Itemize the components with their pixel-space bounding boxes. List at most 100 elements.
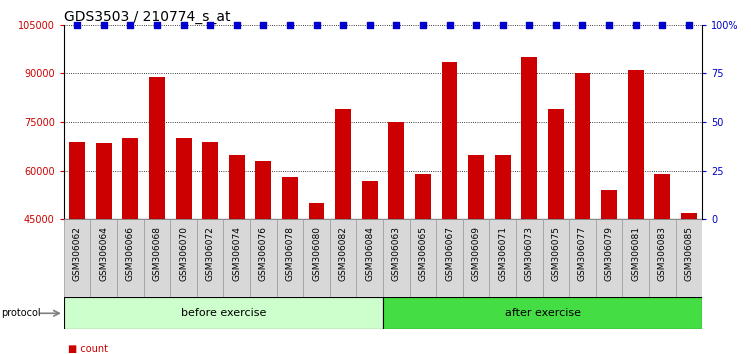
Bar (569, 219, 596, 297)
Bar (521, 57, 537, 219)
Bar (255, 161, 271, 219)
Point (656, 22, 668, 28)
Bar (468, 155, 484, 219)
Text: GSM306085: GSM306085 (684, 226, 693, 281)
Text: protocol: protocol (2, 308, 41, 318)
Bar (197, 219, 224, 297)
Bar (250, 219, 276, 297)
Bar (436, 219, 463, 297)
Bar (623, 219, 649, 297)
Bar (601, 190, 617, 219)
Point (391, 22, 403, 28)
Point (258, 22, 270, 28)
Bar (303, 219, 330, 297)
Bar (383, 219, 409, 297)
Text: GSM306075: GSM306075 (551, 226, 560, 281)
Bar (149, 77, 165, 219)
Point (125, 22, 137, 28)
Bar (548, 109, 564, 219)
Text: after exercise: after exercise (505, 308, 581, 318)
Bar (383, 297, 702, 329)
Bar (463, 219, 490, 297)
Point (444, 22, 456, 28)
Point (337, 22, 349, 28)
Point (231, 22, 243, 28)
Bar (309, 203, 324, 219)
Text: GSM306074: GSM306074 (232, 226, 241, 281)
Bar (543, 219, 569, 297)
Point (577, 22, 589, 28)
Bar (64, 219, 90, 297)
Point (98, 22, 110, 28)
Bar (681, 213, 697, 219)
Text: before exercise: before exercise (181, 308, 266, 318)
Bar (490, 219, 516, 297)
Text: GSM306082: GSM306082 (339, 226, 348, 281)
Text: GSM306077: GSM306077 (578, 226, 587, 281)
Point (496, 22, 508, 28)
Text: GSM306062: GSM306062 (73, 226, 82, 281)
Point (71, 22, 83, 28)
Text: GSM306071: GSM306071 (498, 226, 507, 281)
Bar (628, 70, 644, 219)
Bar (282, 177, 298, 219)
Text: GSM306079: GSM306079 (605, 226, 614, 281)
Bar (276, 219, 303, 297)
Bar (442, 62, 457, 219)
Text: GSM306076: GSM306076 (259, 226, 268, 281)
Bar (495, 155, 511, 219)
Bar (362, 181, 378, 219)
Bar (69, 142, 85, 219)
Text: GSM306081: GSM306081 (631, 226, 640, 281)
Bar (229, 155, 245, 219)
Text: GSM306078: GSM306078 (285, 226, 294, 281)
Point (603, 22, 615, 28)
Bar (64, 297, 383, 329)
Bar (575, 73, 590, 219)
Bar (357, 219, 383, 297)
Text: GSM306083: GSM306083 (658, 226, 667, 281)
Point (310, 22, 322, 28)
Point (550, 22, 562, 28)
Bar (224, 219, 250, 297)
Text: GSM306080: GSM306080 (312, 226, 321, 281)
Text: GSM306084: GSM306084 (365, 226, 374, 281)
Bar (676, 219, 702, 297)
Text: GSM306063: GSM306063 (392, 226, 401, 281)
Text: GSM306070: GSM306070 (179, 226, 188, 281)
Bar (516, 219, 543, 297)
Text: ■ count: ■ count (68, 344, 107, 354)
Bar (649, 219, 676, 297)
Bar (90, 219, 117, 297)
Text: GDS3503 / 210774_s_at: GDS3503 / 210774_s_at (64, 10, 231, 24)
Bar (388, 122, 404, 219)
Bar (335, 109, 351, 219)
Text: GSM306073: GSM306073 (525, 226, 534, 281)
Point (417, 22, 429, 28)
Text: GSM306069: GSM306069 (472, 226, 481, 281)
Point (629, 22, 641, 28)
Bar (654, 174, 671, 219)
Bar (143, 219, 170, 297)
Bar (170, 219, 197, 297)
Bar (117, 219, 143, 297)
Bar (596, 219, 623, 297)
Text: GSM306068: GSM306068 (152, 226, 161, 281)
Bar (176, 138, 192, 219)
Bar (122, 138, 138, 219)
Point (523, 22, 535, 28)
Point (683, 22, 695, 28)
Bar (415, 174, 431, 219)
Point (204, 22, 216, 28)
Point (177, 22, 189, 28)
Point (151, 22, 163, 28)
Point (363, 22, 376, 28)
Text: GSM306064: GSM306064 (99, 226, 108, 281)
Bar (409, 219, 436, 297)
Text: GSM306067: GSM306067 (445, 226, 454, 281)
Text: GSM306065: GSM306065 (418, 226, 427, 281)
Text: GSM306066: GSM306066 (126, 226, 135, 281)
Point (284, 22, 296, 28)
Bar (330, 219, 357, 297)
Bar (96, 143, 112, 219)
